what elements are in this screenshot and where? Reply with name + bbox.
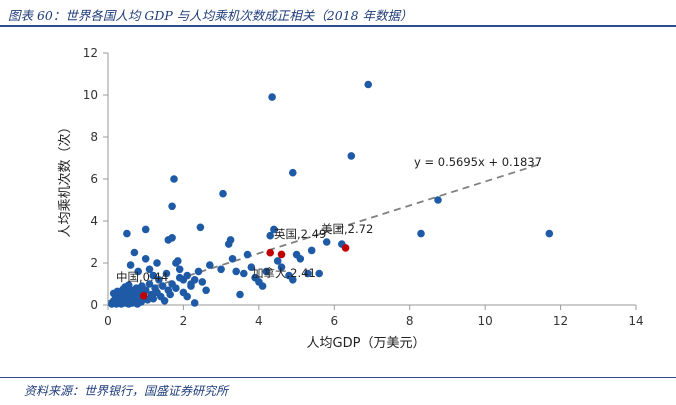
data-point [322,238,331,246]
data-point [304,269,312,278]
x-axis-title: 人均GDP（万美元） [307,336,426,351]
data-point [347,152,356,160]
data-point [158,282,167,290]
data-point [289,168,297,177]
data-point [172,284,180,293]
trendline-equation: y = 0.5695x + 0.1837 [414,155,542,169]
highlight-point [266,248,275,257]
data-point [130,248,139,257]
data-point [153,259,161,267]
y-tick-label: 10 [83,88,98,102]
data-point [247,263,256,272]
data-point [149,271,158,280]
x-tick-label: 8 [406,314,414,328]
data-point [168,202,176,211]
data-point [149,294,158,303]
data-points [108,80,554,308]
data-point [289,276,297,284]
data-point [141,254,150,263]
figure-title: 图表 60：世界各国人均 GDP 与人均乘机次数成正相关（2018 年数据） [8,8,413,23]
y-tick-label: 12 [83,46,98,60]
highlighted-points: 中国,0.44 英国,2.49 加拿大,2.41 美国,2.72 [116,222,373,300]
data-point [124,281,133,289]
data-point [187,280,195,288]
highlight-point [277,250,286,259]
data-point [145,265,154,274]
data-point [268,93,276,101]
data-point [175,265,184,274]
y-tick-label: 8 [90,130,98,144]
y-tick-label: 0 [90,298,98,312]
y-tick-label: 6 [90,172,98,186]
data-point [273,257,282,265]
highlight-point-label: 美国,2.72 [321,222,373,236]
data-point [219,189,227,198]
data-point [236,290,244,299]
data-point [217,265,225,274]
data-point [126,261,135,269]
x-tick-label: 0 [104,314,112,328]
data-point [270,225,278,234]
x-tick-label: 10 [478,314,493,328]
data-point [434,196,442,204]
data-point [198,278,207,286]
data-point [174,257,182,265]
data-point [243,250,252,259]
data-point [315,269,324,278]
highlight-point-label: 加拿大,2.41 [252,266,316,280]
data-point [258,282,267,290]
data-point [126,291,135,300]
title-rule [0,25,676,27]
data-point [262,267,271,276]
data-point [206,261,214,269]
data-point [183,292,191,301]
x-tick-label: 4 [255,314,263,328]
data-point [145,280,154,288]
data-point [307,246,316,255]
data-point [115,290,124,299]
data-point [545,229,554,238]
y-axis-title: 人均乘机次数（次） [57,120,73,237]
data-point [183,271,191,280]
data-point [166,290,174,299]
source-note: 资料来源：世界银行，国盛证券研究所 [24,384,229,398]
x-tick-label: 2 [180,314,188,328]
data-point [194,267,203,276]
y-tick-label: 4 [90,214,98,228]
highlight-point [341,244,350,252]
data-point [134,267,142,276]
data-point [240,269,248,278]
data-point [155,276,163,284]
data-point [266,231,275,240]
x-axis-ticks: 0 2 4 6 8 10 12 14 [104,305,644,328]
footer-rule [0,377,676,378]
data-point [119,285,127,294]
x-tick-label: 14 [628,314,643,328]
data-point [226,236,235,244]
data-point [417,229,425,238]
data-point [232,267,240,276]
data-point [277,263,286,272]
data-point [168,234,176,242]
data-point [228,254,237,263]
highlight-point-label: 中国,0.44 [116,270,168,284]
y-tick-label: 2 [90,256,98,270]
data-point [160,297,169,305]
x-tick-label: 6 [330,314,338,328]
highlight-point-label: 英国,2.49 [274,227,326,241]
data-point [202,286,210,295]
data-point [170,175,178,183]
data-point [196,223,205,232]
y-axis-ticks: 0 2 4 6 8 10 12 [83,46,108,312]
data-point [364,80,373,89]
highlight-point [140,292,148,300]
data-point [296,254,305,263]
x-tick-label: 12 [553,314,568,328]
data-point [190,299,199,307]
data-point [162,269,171,278]
data-point [123,229,131,238]
data-point [141,225,150,234]
